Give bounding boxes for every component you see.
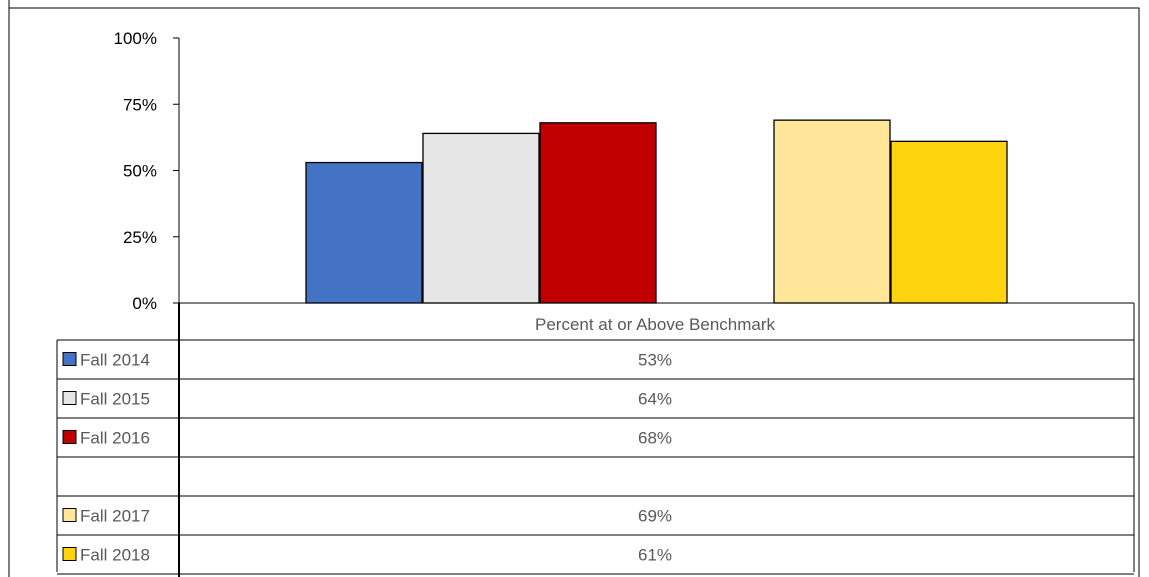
legend-label: Fall 2017	[80, 507, 150, 526]
legend-swatch	[62, 547, 77, 561]
data-label: 64%	[638, 390, 672, 409]
bars	[179, 119, 1134, 304]
legend-swatch	[62, 391, 77, 405]
y-tick-label: 0%	[132, 294, 157, 313]
data-table: Percent at or Above Benchmark Fall 2014 5…	[56, 303, 1135, 577]
chart-border	[8, 0, 1140, 577]
bar-fall-2015	[422, 132, 540, 304]
bar-fall-2016	[539, 122, 657, 304]
data-label: 53%	[638, 351, 672, 370]
bar-fall-2017	[773, 119, 891, 304]
y-tick-label: 100%	[114, 29, 157, 48]
bar-fall-2014	[305, 161, 423, 304]
y-axis: 0% 25% 50% 75% 100%	[114, 29, 180, 313]
y-tick-label: 25%	[123, 228, 157, 247]
category-label: Percent at or Above Benchmark	[535, 315, 776, 334]
legend-swatch	[62, 508, 77, 522]
data-label: 61%	[638, 546, 672, 565]
legend-label: Fall 2016	[80, 429, 150, 448]
legend-swatch	[62, 430, 77, 444]
legend-label: Fall 2018	[80, 546, 150, 565]
data-label: 68%	[638, 429, 672, 448]
legend-label: Fall 2014	[80, 351, 150, 370]
legend-swatch	[62, 352, 77, 366]
y-tick-label: 75%	[123, 95, 157, 114]
data-label: 69%	[638, 507, 672, 526]
y-tick-label: 50%	[123, 162, 157, 181]
bar-fall-2018	[890, 140, 1008, 304]
legend-label: Fall 2015	[80, 390, 150, 409]
